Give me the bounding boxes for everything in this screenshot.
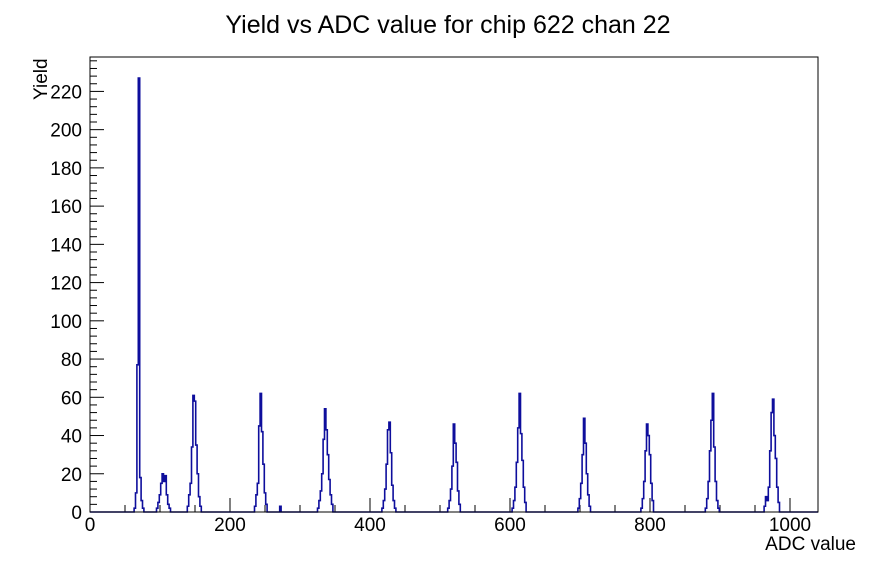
y-tick-label: 0 [71, 503, 82, 524]
x-tick-label: 800 [634, 515, 666, 536]
chart-title: Yield vs ADC value for chip 622 chan 22 [225, 11, 671, 39]
y-tick-label: 160 [50, 197, 82, 218]
x-tick-label: 600 [494, 515, 526, 536]
x-tick-label: 1000 [769, 515, 811, 536]
x-tick-label: 0 [85, 515, 96, 536]
y-tick-label: 40 [61, 427, 82, 448]
y-tick-label: 120 [50, 274, 82, 295]
histogram-line [90, 77, 818, 513]
y-tick-label: 100 [50, 312, 82, 333]
y-tick-label: 220 [50, 82, 82, 103]
y-tick-label: 140 [50, 235, 82, 256]
x-tick-label: 200 [214, 515, 246, 536]
y-tick-label: 200 [50, 121, 82, 142]
axis-tick-labels: 0 200 400 600 800 1000 0 20 40 60 80 100 120 140 160 18… [50, 82, 811, 536]
y-tick-label: 80 [61, 350, 82, 371]
plot-frame [89, 56, 819, 513]
y-tick-label: 180 [50, 159, 82, 180]
y-tick-label: 60 [61, 388, 82, 409]
x-axis-title: ADC value [765, 534, 856, 555]
axis-ticks [89, 60, 791, 513]
y-axis-title: Yield [31, 58, 52, 100]
y-tick-label: 20 [61, 465, 82, 486]
x-tick-label: 400 [354, 515, 386, 536]
